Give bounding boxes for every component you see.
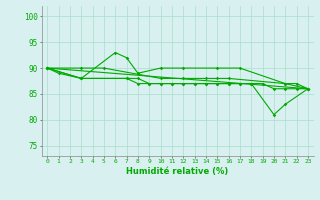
X-axis label: Humidité relative (%): Humidité relative (%) xyxy=(126,167,229,176)
